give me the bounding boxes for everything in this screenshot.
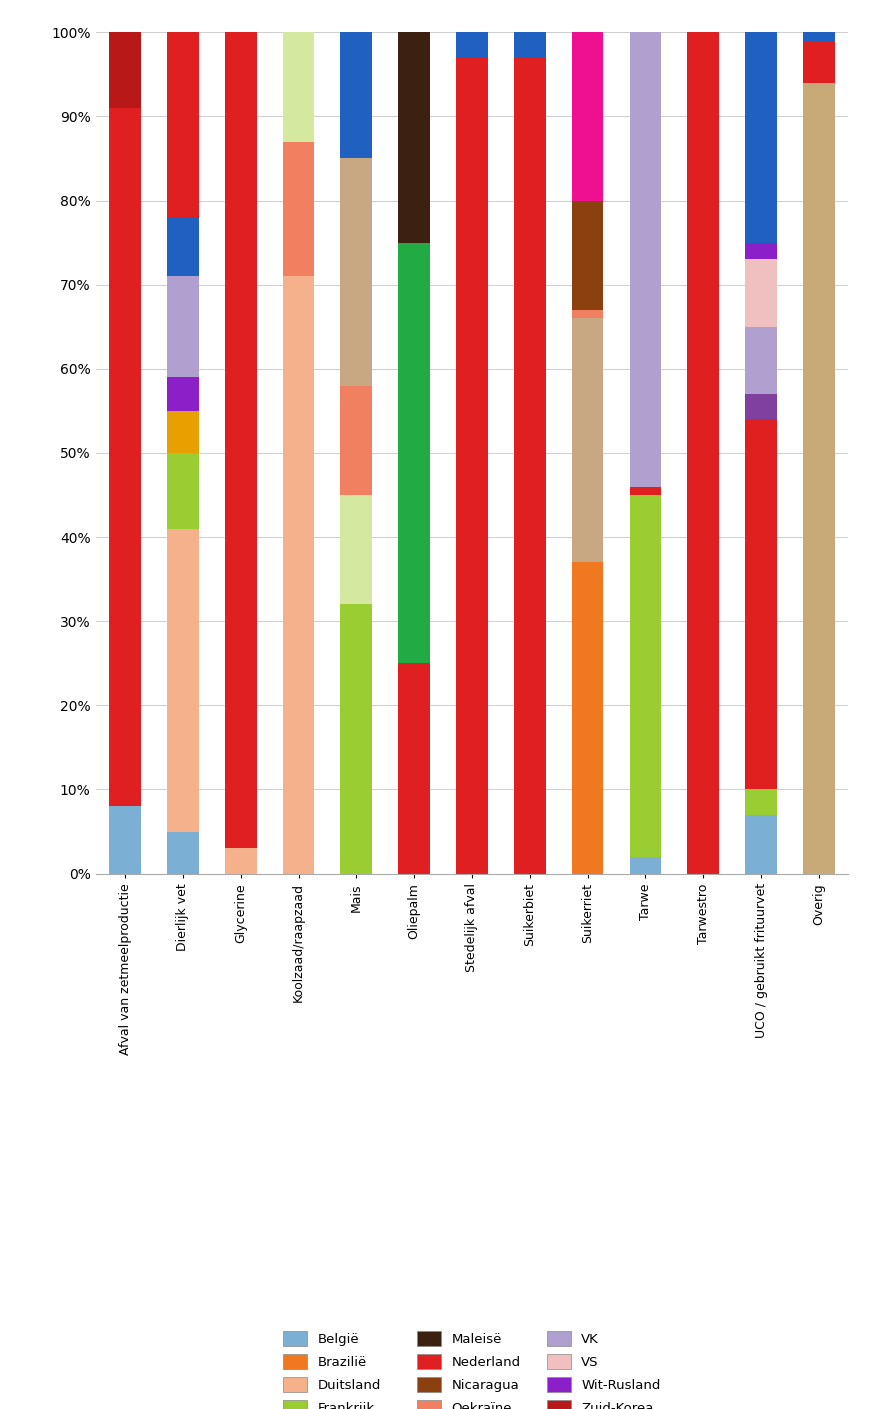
Bar — [109, 32, 141, 108]
Bar — [456, 58, 488, 874]
Bar — [167, 378, 198, 411]
Bar — [225, 32, 257, 848]
Bar — [572, 562, 604, 874]
Bar — [167, 528, 198, 831]
Bar — [456, 32, 488, 58]
Bar — [399, 242, 430, 664]
Bar — [746, 327, 777, 395]
Bar — [341, 604, 372, 874]
Bar — [167, 452, 198, 528]
Bar — [341, 32, 372, 158]
Bar — [167, 411, 198, 452]
Bar — [746, 420, 777, 789]
Bar — [746, 395, 777, 420]
Bar — [109, 806, 141, 874]
Bar — [572, 318, 604, 562]
Bar — [167, 32, 198, 217]
Bar — [282, 142, 315, 276]
Bar — [746, 259, 777, 327]
Bar — [803, 32, 835, 41]
Bar — [167, 217, 198, 276]
Bar — [629, 495, 662, 857]
Bar — [167, 276, 198, 378]
Bar — [746, 789, 777, 814]
Bar — [629, 32, 662, 486]
Bar — [282, 32, 315, 142]
Bar — [746, 32, 777, 242]
Bar — [572, 32, 604, 200]
Bar — [687, 32, 719, 874]
Bar — [225, 848, 257, 874]
Bar — [746, 814, 777, 874]
Bar — [572, 310, 604, 318]
Legend: België, Brazilië, Duitsland, Frankrijk, Guatemala, Hongarije, Indonesië, Maleisë: België, Brazilië, Duitsland, Frankrijk, … — [283, 1330, 661, 1409]
Bar — [399, 664, 430, 874]
Bar — [629, 486, 662, 495]
Bar — [572, 200, 604, 310]
Bar — [803, 83, 835, 874]
Bar — [167, 831, 198, 874]
Bar — [514, 58, 545, 874]
Bar — [399, 32, 430, 242]
Bar — [282, 276, 315, 874]
Bar — [341, 158, 372, 386]
Bar — [341, 495, 372, 604]
Bar — [629, 857, 662, 874]
Bar — [109, 108, 141, 806]
Bar — [803, 41, 835, 83]
Bar — [514, 32, 545, 58]
Bar — [341, 386, 372, 495]
Bar — [746, 242, 777, 259]
